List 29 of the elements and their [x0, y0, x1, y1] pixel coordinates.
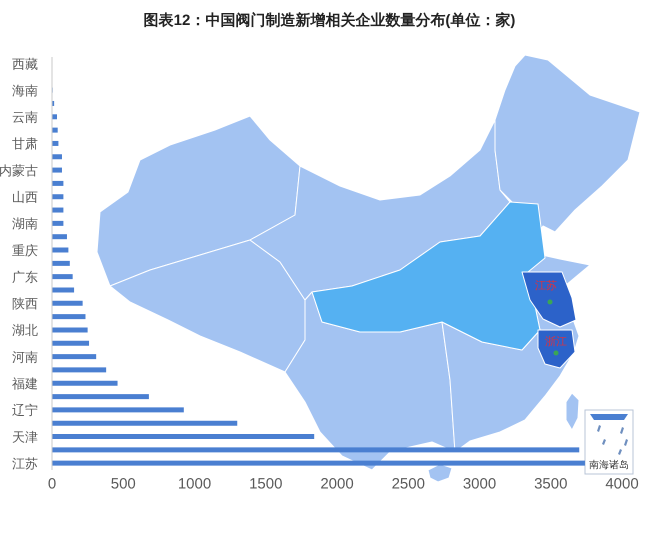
y-tick-label: 重庆 [12, 242, 38, 258]
y-tick-label: 甘肃 [12, 136, 38, 152]
y-tick-label: 陕西 [12, 296, 38, 312]
y-tick-label: 福建 [12, 376, 38, 392]
chart-title: 图表12：中国阀门制造新增相关企业数量分布(单位：家) [142, 11, 516, 30]
y-tick-label: 西藏 [12, 56, 38, 72]
y-tick-label: 江苏 [12, 456, 38, 471]
y-tick-label: 辽宁 [12, 402, 38, 418]
y-tick-label: 云南 [12, 110, 38, 125]
annotation: 南海诸岛 [589, 459, 629, 471]
x-tick-label: 0 [48, 476, 56, 493]
y-tick-label: 内蒙古 [0, 162, 38, 178]
x-tick-label: 4000 [605, 476, 639, 493]
y-tick-label: 广东 [12, 269, 38, 284]
x-tick-label: 3500 [534, 476, 568, 493]
y-tick-label: 海南 [12, 82, 38, 98]
y-tick-label: 湖南 [12, 216, 38, 232]
y-tick-label: 河南 [12, 349, 38, 364]
y-tick-label: 天津 [12, 429, 38, 444]
y-tick-label: 湖北 [12, 322, 38, 338]
x-tick-label: 2000 [320, 476, 354, 493]
x-tick-label: 1500 [249, 476, 282, 493]
y-tick-label: 山西 [12, 190, 38, 204]
x-tick-label: 1000 [178, 476, 212, 493]
x-tick-label: 2500 [392, 476, 425, 493]
x-tick-label: 3000 [462, 476, 496, 493]
annotation: 江苏 [535, 279, 557, 292]
annotation: 浙江 [545, 335, 567, 348]
x-tick-label: 500 [110, 476, 136, 493]
